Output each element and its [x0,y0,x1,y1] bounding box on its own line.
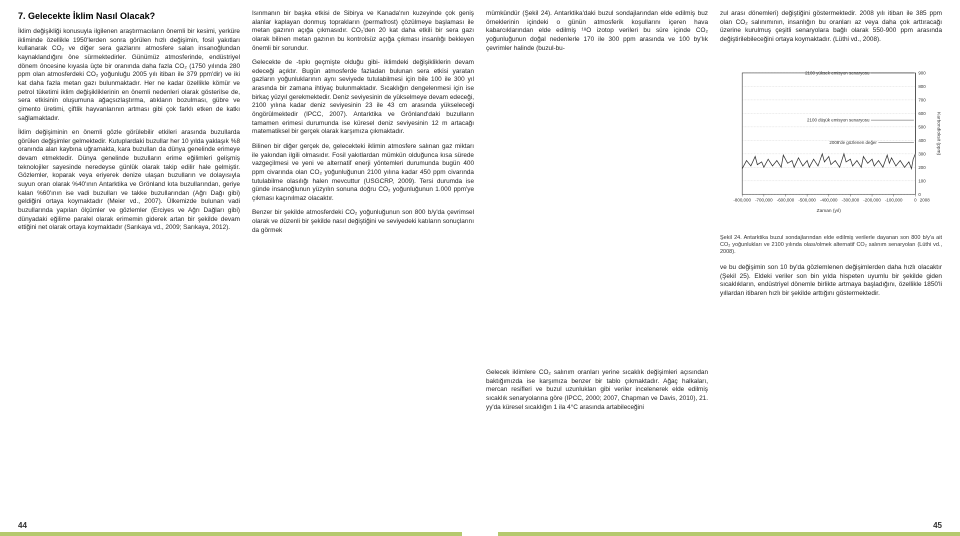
column-1: 7. Gelecekte İklim Nasıl Olacak? İklim d… [18,10,240,496]
svg-text:300: 300 [918,151,926,156]
svg-text:2100 yüksek emisyon senaryosu: 2100 yüksek emisyon senaryosu [805,70,870,75]
footer-bar-left [0,532,462,536]
svg-text:200: 200 [918,164,926,169]
paragraph: Benzer bir şekilde atmosferdeki CO₂ yoğu… [252,209,474,235]
svg-text:2100 düşük emisyon senaryosu: 2100 düşük emisyon senaryosu [807,117,870,122]
svg-text:100: 100 [918,178,926,183]
page-number-left: 44 [18,521,27,530]
svg-text:-400,000: -400,000 [820,197,838,202]
svg-text:900: 900 [918,70,926,75]
svg-text:600: 600 [918,110,926,115]
svg-text:2008: 2008 [920,197,930,202]
paragraph: mümkündür (Şekil 24). Antarktika'daki bu… [486,10,708,53]
page-number-right: 45 [933,521,942,530]
paragraph: Gelecekte de -tıpkı geçmişte olduğu gibi… [252,59,474,137]
svg-text:500: 500 [918,124,926,129]
column-4: zul arası dönemleri) değiştiğini gösterm… [720,10,942,496]
svg-text:800: 800 [918,83,926,88]
svg-text:-100,000: -100,000 [885,197,903,202]
svg-text:-500,000: -500,000 [798,197,816,202]
svg-text:Zaman (yıl): Zaman (yıl) [817,208,842,214]
footer: 44 45 [0,521,960,530]
section-heading: 7. Gelecekte İklim Nasıl Olacak? [18,10,240,22]
paragraph: ve bu değişimin son 10 by'da gözlemlenen… [720,264,942,299]
svg-text:2008'de gözlenen değer: 2008'de gözlenen değer [829,139,877,144]
svg-text:700: 700 [918,97,926,102]
paragraph: Gelecek iklimlere CO₂ salınım oranları y… [486,369,708,412]
svg-text:400: 400 [918,137,926,142]
paragraph: zul arası dönemleri) değiştiğini gösterm… [720,10,942,45]
svg-text:-700,000: -700,000 [755,197,773,202]
svg-text:0: 0 [918,191,921,196]
svg-text:-600,000: -600,000 [777,197,795,202]
paragraph: İklim değişikliği konusuyla ilgilenen ar… [18,28,240,123]
svg-text:-800,000: -800,000 [733,197,751,202]
paragraph: Bilinen bir diğer gerçek de, gelecekteki… [252,143,474,203]
svg-text:-300,000: -300,000 [842,197,860,202]
paragraph: İklim değişiminin en önemli gözle görüle… [18,129,240,233]
svg-text:-200,000: -200,000 [863,197,881,202]
svg-text:0: 0 [914,197,917,202]
chart-caption: Şekil 24. Antarktika buzul sondajlarında… [720,235,942,256]
svg-text:Karbondioksit (ppm): Karbondioksit (ppm) [936,112,942,155]
paragraph: Isınmanın bir başka etkisi de Sibirya ve… [252,10,474,53]
footer-bar-right [498,532,960,536]
co2-chart: 0 100 200 300 400 500 600 700 800 900 -800,000 -700… [720,51,942,231]
column-3: mümkündür (Şekil 24). Antarktika'daki bu… [486,10,708,496]
column-2: Isınmanın bir başka etkisi de Sibirya ve… [252,10,474,496]
